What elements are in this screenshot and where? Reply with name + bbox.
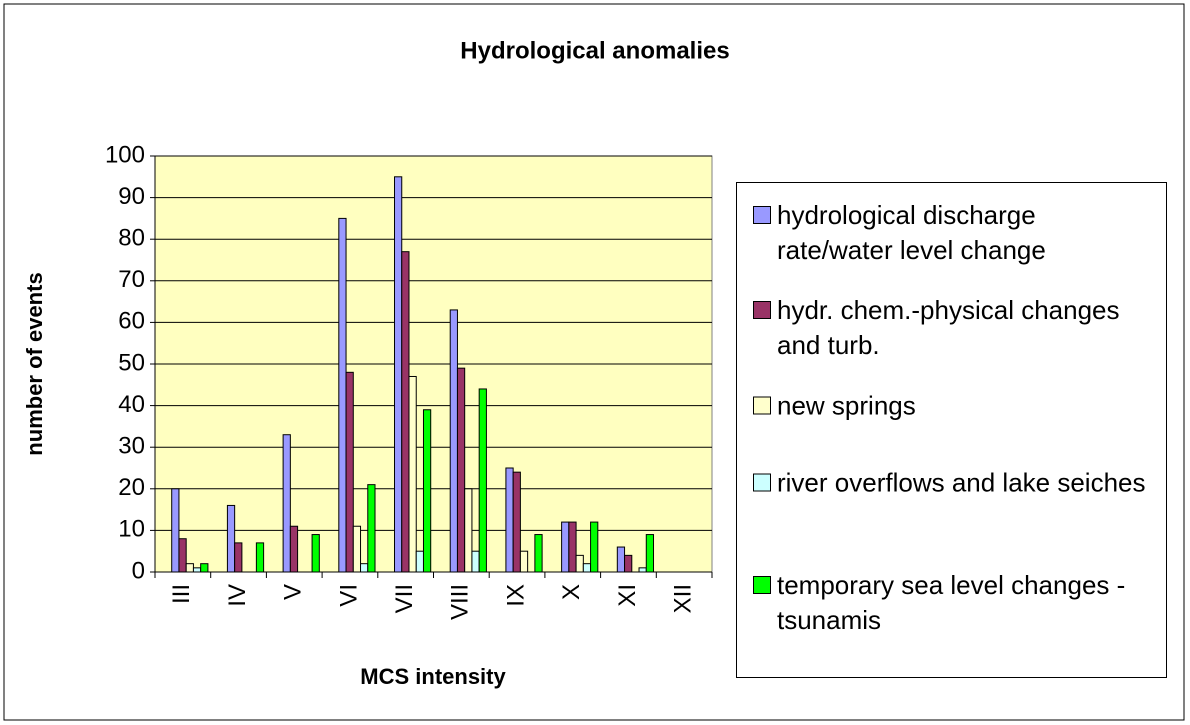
legend: hydrological discharge rate/water level … xyxy=(736,182,1167,678)
bar xyxy=(645,534,655,573)
bar xyxy=(192,567,202,573)
bar xyxy=(590,521,599,573)
bar xyxy=(638,567,647,573)
y-tick-label: 100 xyxy=(105,141,145,168)
legend-swatch xyxy=(753,576,771,594)
bar xyxy=(311,534,320,573)
bar xyxy=(360,563,369,573)
y-tick-label: 10 xyxy=(118,516,145,543)
bar xyxy=(575,554,584,573)
bar xyxy=(449,309,458,573)
y-tick-label: 60 xyxy=(118,308,145,335)
x-tick-label: VIII xyxy=(447,584,474,620)
bar xyxy=(582,563,592,573)
legend-label: temporary sea level changes - tsunamis xyxy=(777,570,1126,635)
legend-swatch xyxy=(753,396,771,415)
y-tick-label: 90 xyxy=(118,183,145,210)
legend-entry: river overflows and lake seiches xyxy=(753,466,1153,501)
x-tick-label: IX xyxy=(502,584,529,607)
bar xyxy=(394,176,403,573)
x-tick-label: X xyxy=(558,584,585,600)
legend-entry: hydrological discharge rate/water level … xyxy=(753,198,1153,268)
bar xyxy=(255,542,265,573)
x-tick-label: VII xyxy=(391,584,418,613)
chart-title: Hydrological anomalies xyxy=(460,37,729,64)
legend-swatch xyxy=(753,206,771,224)
y-tick-label: 50 xyxy=(118,349,145,376)
bar xyxy=(415,550,424,573)
legend-swatch xyxy=(753,473,771,492)
x-tick-label: IV xyxy=(224,584,251,607)
bar xyxy=(471,550,480,573)
bar xyxy=(352,525,362,573)
bar xyxy=(534,534,543,573)
y-tick-label: 0 xyxy=(132,557,145,584)
x-tick-label: III xyxy=(168,584,195,604)
bar xyxy=(456,367,466,573)
x-tick-label: V xyxy=(280,584,307,600)
bar xyxy=(282,434,291,573)
x-axis-label: MCS intensity xyxy=(360,664,506,689)
bar xyxy=(568,521,577,573)
legend-entry: temporary sea level changes - tsunamis xyxy=(753,568,1153,638)
y-axis-label: number of events xyxy=(22,272,47,455)
y-tick-label: 80 xyxy=(118,225,145,252)
bar xyxy=(519,550,529,573)
bar xyxy=(226,504,236,573)
bar xyxy=(616,546,626,573)
bar xyxy=(478,388,487,573)
bar xyxy=(338,217,347,573)
legend-swatch xyxy=(753,301,771,319)
legend-label: new springs xyxy=(777,390,916,421)
bar xyxy=(505,467,514,573)
y-tick-label: 40 xyxy=(118,391,145,418)
bar xyxy=(464,488,473,573)
x-tick-label: VI xyxy=(335,584,362,607)
bar xyxy=(561,521,570,573)
x-tick-label: XII xyxy=(669,584,696,613)
bar xyxy=(624,554,633,573)
y-tick-label: 30 xyxy=(118,433,145,460)
bar xyxy=(178,538,187,573)
bar xyxy=(289,525,299,573)
x-tick-label: XI xyxy=(614,584,641,607)
bar xyxy=(367,484,376,573)
legend-label: hydr. chem.-physical changes and turb. xyxy=(777,295,1120,360)
y-tick-label: 20 xyxy=(118,474,145,501)
legend-entry: new springs xyxy=(753,389,1153,424)
bar xyxy=(185,563,194,573)
legend-entry: hydr. chem.-physical changes and turb. xyxy=(753,293,1153,363)
bar xyxy=(200,563,209,573)
bar xyxy=(422,409,432,573)
bar xyxy=(512,471,521,573)
legend-label: hydrological discharge rate/water level … xyxy=(777,200,1046,265)
bar xyxy=(234,542,243,573)
bar xyxy=(171,488,180,573)
y-tick-label: 70 xyxy=(118,266,145,293)
bar xyxy=(401,251,410,573)
bar xyxy=(345,371,354,573)
bar xyxy=(408,375,417,573)
legend-label: river overflows and lake seiches xyxy=(777,467,1146,498)
